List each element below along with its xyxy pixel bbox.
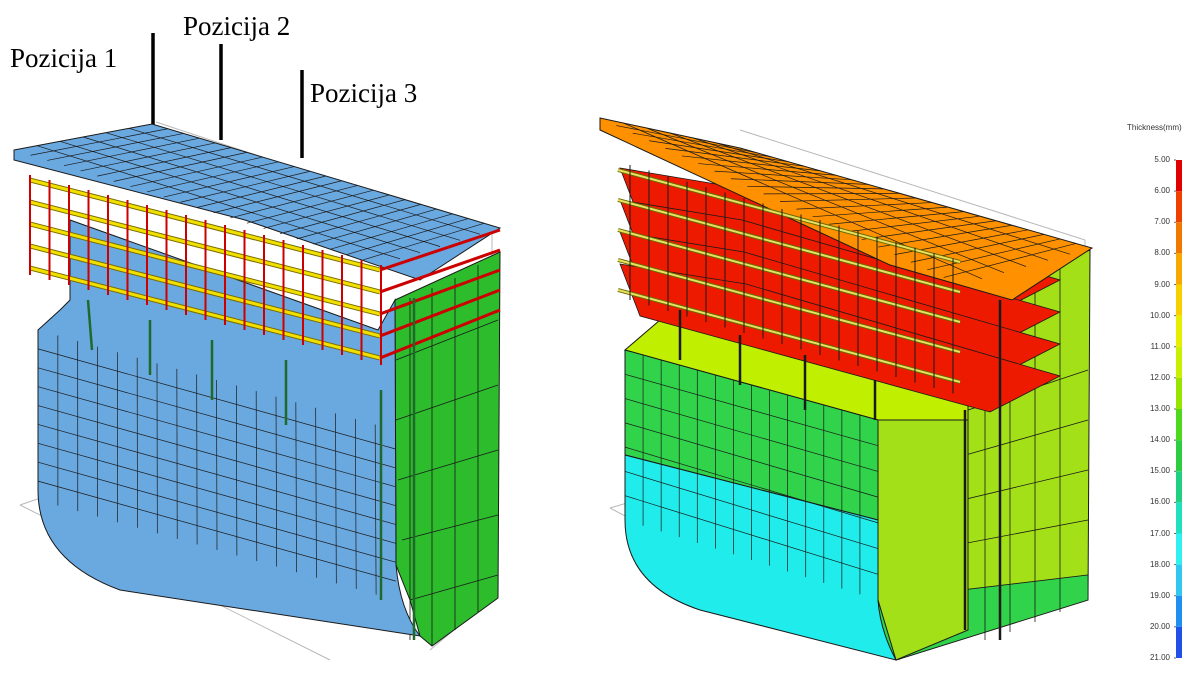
legend-tick-label: 14.00 [1149, 435, 1170, 445]
legend-tick-label: 7.00 [1154, 217, 1170, 227]
legend-tick-label: 11.00 [1150, 341, 1170, 351]
legend-swatch [1176, 440, 1182, 472]
thickness-model [599, 117, 1094, 661]
legend-swatch [1176, 626, 1182, 658]
legend-swatch [1176, 191, 1182, 223]
legend-tick-label: 6.00 [1154, 186, 1170, 196]
legend-tick-label: 17.00 [1149, 528, 1170, 538]
label-pozicija-1: Pozicija 1 [10, 43, 118, 73]
thickness-frame-grid [617, 165, 961, 394]
legend-tick-label: 13.00 [1149, 404, 1170, 413]
legend-swatch [1176, 253, 1182, 285]
legend-tick-label: 21.00 [1149, 653, 1170, 662]
legend-swatch [1176, 284, 1182, 316]
uniform-deck-mesh [30, 127, 485, 261]
legend-swatch [1176, 595, 1182, 627]
legend-swatch [1176, 471, 1182, 503]
legend-swatch [1176, 564, 1182, 596]
leader-lines [151, 33, 304, 158]
legend-title: Thickness(mm) [1127, 123, 1182, 132]
legend-tick-label: 8.00 [1154, 248, 1170, 258]
legend-swatch [1176, 502, 1182, 534]
legend-tick-label: 19.00 [1149, 590, 1170, 600]
legend-tick-label: 10.00 [1149, 310, 1170, 320]
label-pozicija-3: Pozicija 3 [310, 78, 418, 108]
legend-swatch [1176, 160, 1182, 192]
uniform-girders [86, 298, 416, 640]
legend-swatch [1176, 315, 1182, 347]
uniform-frame-grid [29, 175, 501, 365]
thickness-hull-near-side [877, 419, 969, 661]
legend-swatch [1176, 377, 1182, 409]
legend-tick-label: 15.00 [1149, 466, 1170, 476]
legend-swatch [1176, 409, 1182, 441]
legend-swatch [1176, 346, 1182, 378]
legend-swatch [1176, 533, 1182, 565]
thickness-hull-bottom-band [624, 454, 897, 661]
thickness-girders [678, 300, 1002, 640]
legend-tick-label: 18.00 [1149, 559, 1170, 569]
label-pozicija-2: Pozicija 2 [183, 11, 291, 41]
thickness-legend-bar [1174, 159, 1182, 659]
legend-tick-label: 5.00 [1154, 155, 1170, 164]
legend-tick-label: 20.00 [1149, 621, 1170, 631]
legend-swatch [1176, 222, 1182, 254]
legend-tick-label: 9.00 [1154, 279, 1170, 289]
uniform-hull-mesh [37, 335, 396, 595]
uniform-model [13, 121, 502, 661]
uniform-side-wall-mesh [395, 265, 499, 646]
thickness-hull-mesh [624, 355, 879, 595]
legend-tick-label: 16.00 [1149, 497, 1170, 507]
legend-tick-label: 12.00 [1149, 372, 1170, 382]
